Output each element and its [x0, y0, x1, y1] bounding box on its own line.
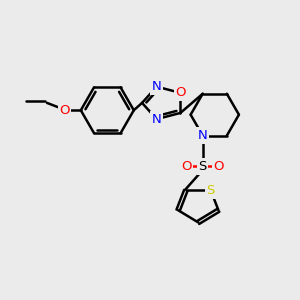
Text: S: S	[207, 184, 215, 197]
Text: O: O	[214, 160, 224, 173]
Text: O: O	[59, 104, 70, 117]
Text: N: N	[152, 80, 162, 93]
Text: O: O	[175, 86, 186, 99]
Text: O: O	[181, 160, 192, 173]
Text: N: N	[198, 129, 208, 142]
Text: S: S	[199, 160, 207, 173]
Text: N: N	[152, 112, 162, 126]
